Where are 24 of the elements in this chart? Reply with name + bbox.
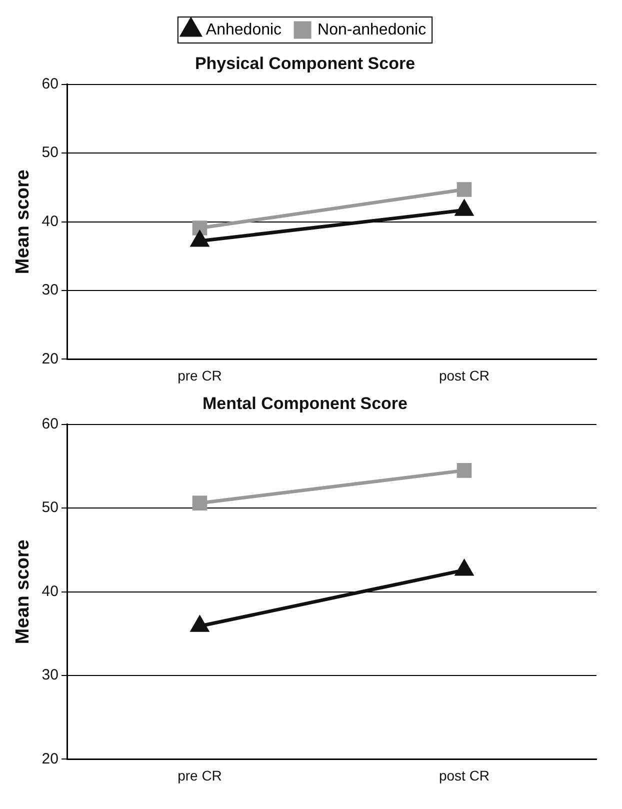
point <box>191 616 208 632</box>
x-tick-label: post CR <box>438 767 490 784</box>
legend-label: Anhedonic <box>206 21 282 38</box>
y-tick-label: 20 <box>42 350 58 368</box>
x-tick-label: pre CR <box>178 367 222 384</box>
y-tick-label: 30 <box>42 666 58 684</box>
point <box>192 496 208 510</box>
x-tick-label: post CR <box>438 367 490 384</box>
y-tick-label: 40 <box>42 212 58 230</box>
chart-title: Physical Component Score <box>194 54 416 73</box>
chart-title: Mental Component Score <box>202 394 408 413</box>
y-tick-label: 20 <box>42 750 58 768</box>
point <box>456 463 472 478</box>
y-axis-title: Mean score <box>12 170 34 274</box>
point <box>456 560 473 576</box>
y-tick-label: 40 <box>42 582 58 600</box>
y-tick-label: 50 <box>42 144 58 162</box>
y-tick-label: 30 <box>42 282 58 299</box>
y-tick-label: 60 <box>42 76 58 93</box>
y-tick-label: 50 <box>42 499 58 516</box>
x-tick-label: pre CR <box>178 767 222 784</box>
legend-label: Non-anhedonic <box>318 21 426 38</box>
y-axis-title: Mean score <box>12 540 34 644</box>
y-tick-label: 60 <box>42 416 58 433</box>
